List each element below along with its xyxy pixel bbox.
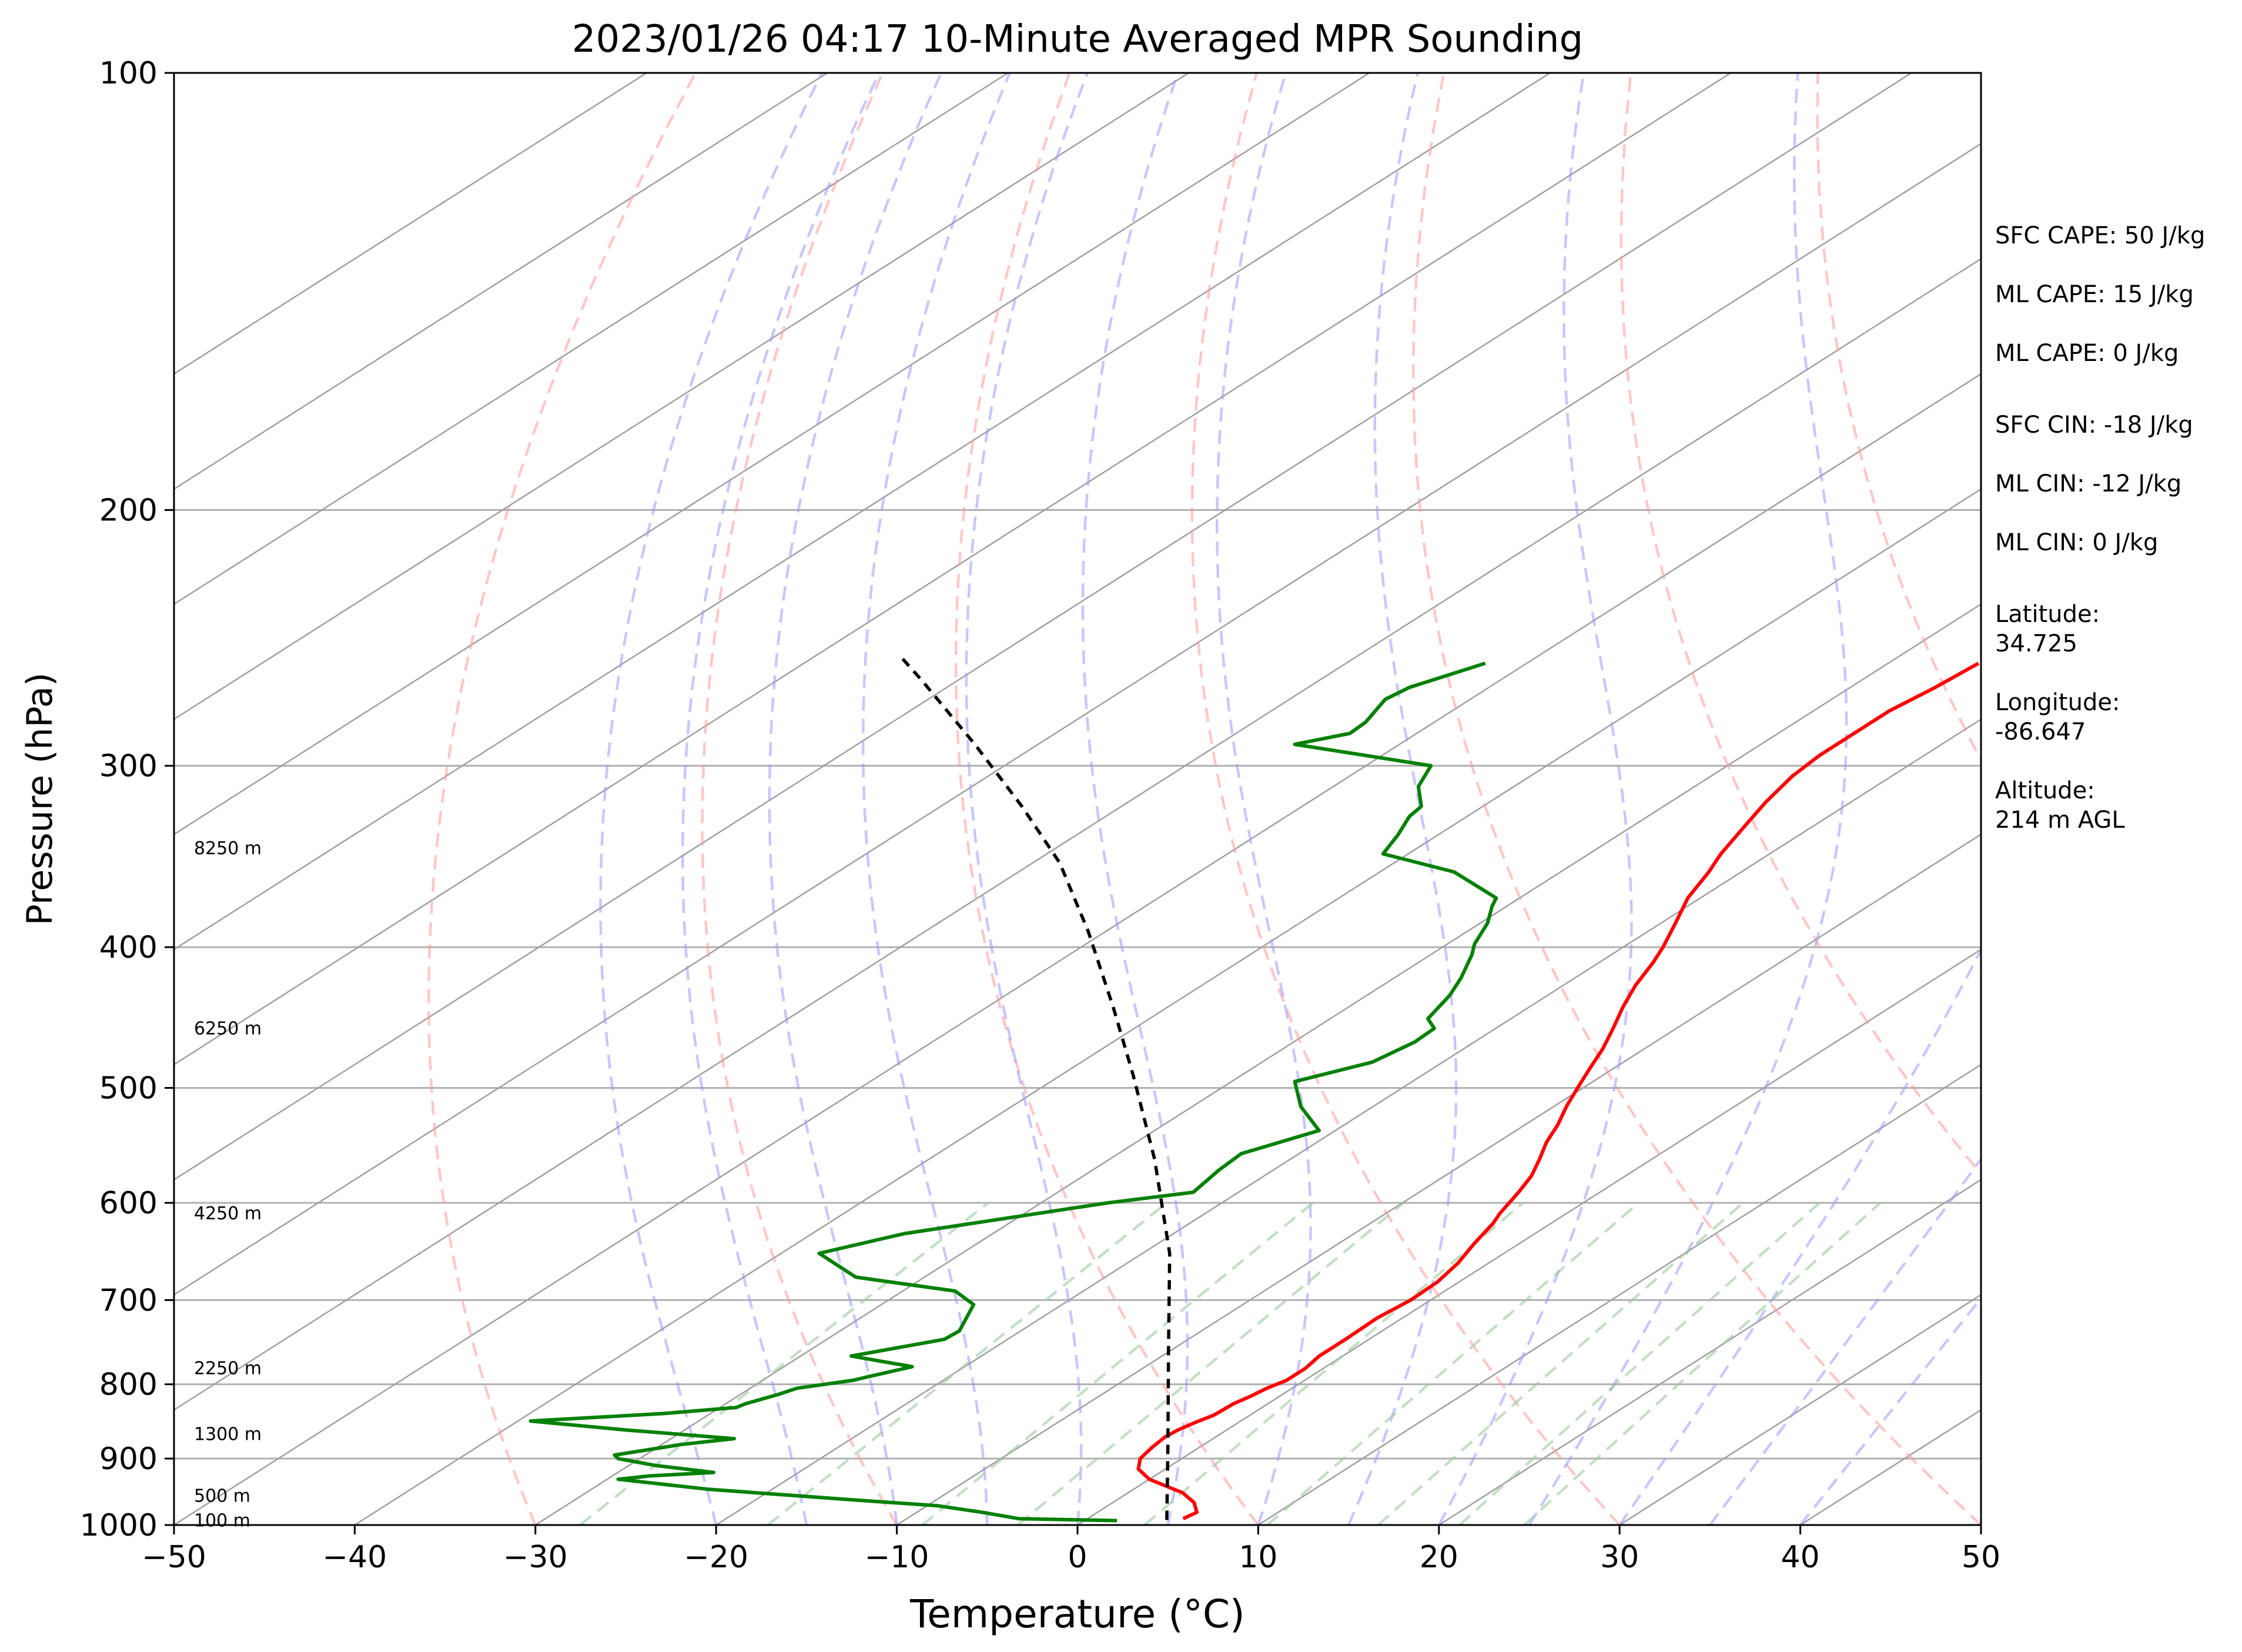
isotherm-line: [715, 718, 1981, 1525]
x-tick-label: 50: [1962, 1540, 2000, 1575]
y-tick-label: 300: [99, 748, 158, 784]
isotherm-line: [174, 73, 1551, 951]
isotherm-line: [1438, 1179, 1981, 1525]
isotherm-line: [535, 603, 1981, 1525]
dry-adiabat-line: [701, 73, 898, 1525]
height-label: 4250 m: [194, 1203, 262, 1224]
dry-adiabat-line: [954, 73, 1260, 1525]
mixing-ratio-line: [1017, 1202, 1405, 1525]
height-label: 100 m: [194, 1510, 250, 1531]
dry-adiabat-line: [427, 73, 697, 1525]
sounding-series: [528, 657, 1980, 1523]
sounding-parameters-panel: SFC CAPE: 50 J/kg ML CAPE: 15 J/kg ML CA…: [1995, 222, 2205, 834]
y-tick-label: 100: [99, 56, 158, 91]
moist-adiabat-line: [965, 73, 1089, 1525]
height-label: 1300 m: [194, 1424, 262, 1445]
ml-cin-text: ML CIN: -12 J/kg: [1995, 470, 2181, 497]
dry-adiabat-line: [1190, 73, 1621, 1525]
x-tick-label: 40: [1781, 1540, 1820, 1575]
sfc-cape-text: SFC CAPE: 50 J/kg: [1995, 222, 2205, 249]
mixing-ratio-line: [1523, 1202, 1882, 1525]
parcel-profile-line: [901, 657, 1172, 1520]
longitude-value: -86.647: [1995, 718, 2086, 745]
x-tick-label: 30: [1600, 1540, 1639, 1575]
mixing-ratio-line: [921, 1202, 1314, 1525]
isotherm-line: [174, 73, 647, 375]
background-lines: [174, 73, 1981, 1525]
x-tick-label: −40: [323, 1540, 387, 1575]
isotherm-line: [174, 73, 1189, 720]
mixing-ratio-line: [1458, 1202, 1821, 1525]
isotherm-line: [174, 73, 1009, 606]
ml-cin-text-2: ML CIN: 0 J/kg: [1995, 529, 2158, 556]
x-tick-label: 0: [1068, 1540, 1087, 1575]
height-label: 500 m: [194, 1486, 250, 1507]
isotherm-line: [174, 73, 1731, 1066]
moist-adiabat-line: [599, 73, 824, 1525]
x-tick-label: −50: [142, 1540, 206, 1575]
ml-cape-text: ML CAPE: 15 J/kg: [1995, 281, 2194, 308]
x-tick-label: −30: [503, 1540, 568, 1575]
altitude-value: 214 m AGL: [1995, 807, 2125, 834]
isotherm-line: [174, 73, 1912, 1181]
y-tick-label: 200: [99, 493, 158, 529]
isotherm-line: [174, 373, 1981, 1525]
moist-adiabat-line: [681, 73, 881, 1525]
sfc-cin-text: SFC CIN: -18 J/kg: [1995, 412, 2193, 439]
y-tick-label: 1000: [80, 1508, 158, 1543]
x-axis-label: Temperature (°C): [909, 1591, 1245, 1637]
isotherm-line: [174, 73, 828, 490]
altitude-label: Altitude:: [1995, 777, 2095, 804]
isotherm-line: [1077, 948, 1981, 1525]
moist-adiabat-line: [1216, 73, 1312, 1525]
mixing-ratio-line: [1377, 1202, 1744, 1525]
y-tick-label: 700: [99, 1283, 158, 1318]
latitude-label: Latitude:: [1995, 601, 2100, 628]
axis-ticks: −50 −40 −30 −20 −10 0 10 20 30 40 50 100 200 300 400 50…: [80, 56, 2000, 1575]
height-label: 2250 m: [194, 1358, 262, 1379]
moist-adiabat-line: [1528, 73, 1848, 1525]
y-axis-label: Pressure (hPa): [19, 673, 61, 925]
mixing-ratio-line: [1266, 1202, 1640, 1525]
x-tick-label: −20: [684, 1540, 748, 1575]
x-tick-label: 20: [1420, 1540, 1458, 1575]
mixing-ratio-line: [767, 1202, 1168, 1525]
chart-title: 2023/01/26 04:17 10-Minute Averaged MPR …: [572, 18, 1583, 61]
x-tick-label: 10: [1239, 1540, 1277, 1575]
isotherm-line: [174, 142, 1981, 1296]
dewpoint-profile-line: [528, 661, 1498, 1523]
y-tick-label: 500: [99, 1071, 158, 1106]
isotherm-line: [354, 488, 1981, 1525]
isotherm-line: [174, 73, 1370, 835]
dry-adiabat-line: [1411, 73, 1981, 1525]
dry-adiabat-line: [1619, 73, 1981, 1176]
moist-adiabat-line: [1081, 73, 1189, 1525]
latitude-value: 34.725: [1995, 630, 2077, 657]
temperature-profile-line: [1136, 661, 1980, 1520]
y-tick-label: 400: [99, 930, 158, 965]
moist-adiabat-line: [1437, 73, 1633, 1525]
moist-adiabat-line: [1347, 73, 1458, 1525]
longitude-label: Longitude:: [1995, 689, 2120, 716]
isotherm-line: [174, 258, 1981, 1411]
height-label: 6250 m: [194, 1018, 262, 1039]
isotherm-line: [896, 833, 1981, 1525]
height-label: 8250 m: [194, 838, 262, 859]
moist-adiabat-line: [861, 73, 1011, 1525]
height-labels: 100 m 500 m 1300 m 2250 m 4250 m 6250 m 8250 m: [194, 838, 262, 1531]
x-tick-label: −10: [865, 1540, 929, 1575]
isotherm-line: [1257, 1064, 1981, 1525]
y-tick-label: 800: [99, 1367, 158, 1403]
y-tick-label: 900: [99, 1442, 158, 1477]
moist-adiabat-line: [768, 73, 943, 1525]
y-tick-label: 600: [99, 1186, 158, 1221]
ml-cape-text-2: ML CAPE: 0 J/kg: [1995, 340, 2179, 367]
moist-adiabat-line: [1618, 947, 1981, 1525]
